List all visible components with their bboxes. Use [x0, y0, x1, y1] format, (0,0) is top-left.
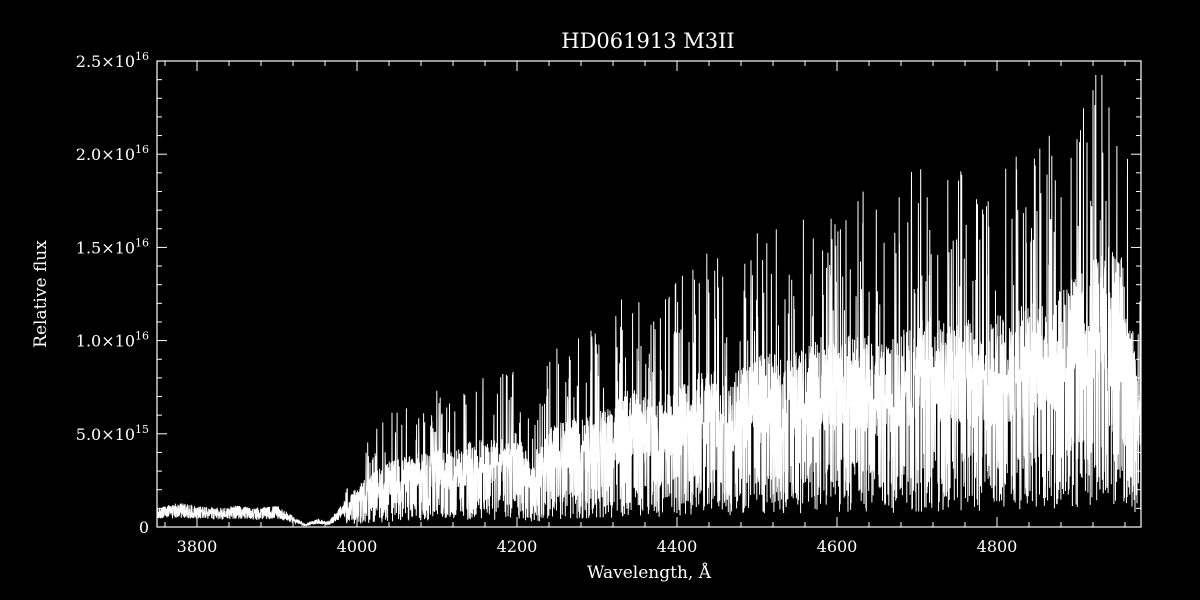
y-tick-mantissa: 1.0×10	[76, 332, 135, 351]
y-tick-exponent: 16	[135, 330, 149, 343]
x-axis: 3800 4000 4200 4400 4600 4800	[164, 61, 1126, 556]
y-tick-exponent: 16	[135, 50, 149, 63]
x-axis-label: Wavelength, Å	[587, 562, 712, 583]
y-tick-label: 1.5×1016	[76, 236, 149, 257]
y-tick-label: 2.0×1016	[76, 143, 149, 164]
y-tick-label: 0	[139, 518, 149, 537]
y-tick-mantissa: 1.5×10	[76, 238, 135, 257]
y-tick-exponent: 16	[135, 236, 149, 249]
y-tick-mantissa: 5.0×10	[76, 425, 135, 444]
x-tick-label: 3800	[177, 537, 218, 556]
y-axis-label: Relative flux	[31, 240, 51, 348]
y-tick-label: 1.0×1016	[76, 330, 149, 351]
spectrum-line	[156, 74, 1142, 527]
y-tick-label: 5.0×1015	[76, 423, 149, 444]
y-tick-mantissa: 2.5×10	[76, 52, 135, 71]
y-axis: 05.0×10151.0×10161.5×10162.0×10162.5×101…	[76, 50, 1141, 537]
chart-title: HD061913 M3II	[561, 29, 734, 53]
y-tick-label: 2.5×1016	[76, 50, 149, 71]
x-tick-label: 4400	[657, 537, 698, 556]
y-tick-exponent: 16	[135, 143, 149, 156]
x-tick-label: 4600	[817, 537, 858, 556]
plot-frame	[156, 60, 1142, 528]
y-tick-mantissa: 2.0×10	[76, 145, 135, 164]
x-tick-label: 4800	[977, 537, 1018, 556]
x-tick-label: 4000	[337, 537, 378, 556]
y-tick-mantissa: 0	[139, 518, 149, 537]
y-tick-exponent: 15	[135, 423, 149, 436]
x-tick-label: 4200	[497, 537, 538, 556]
